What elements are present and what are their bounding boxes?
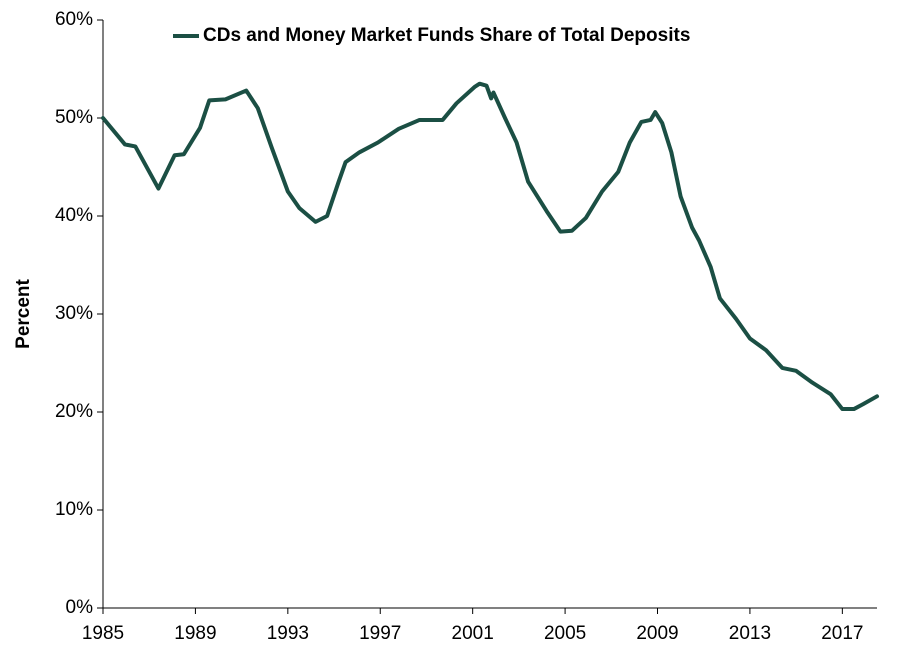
legend-label: CDs and Money Market Funds Share of Tota… <box>203 25 690 46</box>
y-tick-label: 0% <box>66 597 94 618</box>
x-tick-label: 1997 <box>359 623 401 644</box>
x-tick-label: 1993 <box>267 623 309 644</box>
x-tick-label: 1989 <box>174 623 216 644</box>
y-tick-label: 40% <box>55 205 93 226</box>
y-tick-label: 10% <box>55 499 93 520</box>
y-tick-label: 20% <box>55 401 93 422</box>
y-tick-label: 50% <box>55 107 93 128</box>
y-tick-label: 30% <box>55 303 93 324</box>
y-tick-label: 60% <box>55 9 93 30</box>
x-tick-label: 2017 <box>821 623 863 644</box>
x-tick-label: 2001 <box>452 623 494 644</box>
x-tick-label: 2009 <box>636 623 678 644</box>
x-tick-label: 2005 <box>544 623 586 644</box>
x-tick-label: 2013 <box>729 623 771 644</box>
x-tick-label: 1985 <box>82 623 124 644</box>
data-line <box>101 81 879 412</box>
y-axis-title: Percent <box>13 278 34 348</box>
